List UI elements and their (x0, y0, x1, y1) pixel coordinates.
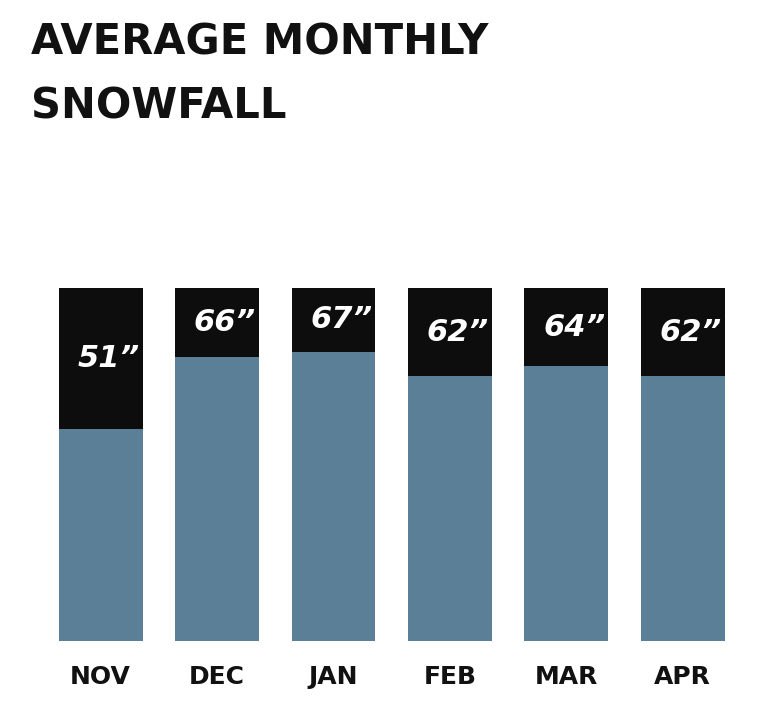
Bar (292, 352, 376, 641)
Bar (525, 288, 608, 366)
Text: AVERAGE MONTHLY: AVERAGE MONTHLY (31, 21, 488, 63)
Bar (408, 376, 492, 641)
Text: 64”: 64” (543, 313, 605, 342)
Bar (292, 288, 376, 352)
Text: 62”: 62” (427, 318, 489, 347)
Bar (525, 366, 608, 641)
Text: 51”: 51” (78, 344, 140, 373)
Bar (58, 429, 143, 641)
Bar (175, 357, 259, 641)
Text: SNOWFALL: SNOWFALL (31, 85, 286, 127)
Bar (408, 288, 492, 376)
Bar (175, 288, 259, 357)
Bar (641, 376, 725, 641)
Bar (58, 288, 143, 429)
Text: 67”: 67” (310, 305, 372, 335)
Bar (641, 288, 725, 376)
Text: 62”: 62” (660, 318, 722, 347)
Text: 66”: 66” (194, 308, 256, 337)
